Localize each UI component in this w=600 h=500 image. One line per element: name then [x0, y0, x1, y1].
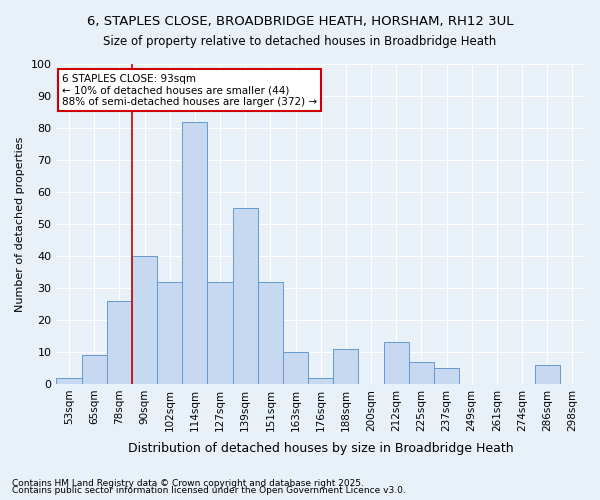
Y-axis label: Number of detached properties: Number of detached properties [15, 136, 25, 312]
Bar [82, 355, 107, 384]
Bar [434, 368, 459, 384]
Bar [535, 364, 560, 384]
Bar [157, 282, 182, 384]
Text: Contains HM Land Registry data © Crown copyright and database right 2025.: Contains HM Land Registry data © Crown c… [12, 478, 364, 488]
Text: Size of property relative to detached houses in Broadbridge Heath: Size of property relative to detached ho… [103, 35, 497, 48]
Bar [233, 208, 258, 384]
Bar [283, 352, 308, 384]
Text: 6 STAPLES CLOSE: 93sqm
← 10% of detached houses are smaller (44)
88% of semi-det: 6 STAPLES CLOSE: 93sqm ← 10% of detached… [62, 74, 317, 107]
Bar [56, 378, 82, 384]
X-axis label: Distribution of detached houses by size in Broadbridge Heath: Distribution of detached houses by size … [128, 442, 514, 455]
Bar [132, 256, 157, 384]
Bar [333, 348, 358, 384]
Bar [208, 282, 233, 384]
Bar [107, 300, 132, 384]
Text: 6, STAPLES CLOSE, BROADBRIDGE HEATH, HORSHAM, RH12 3UL: 6, STAPLES CLOSE, BROADBRIDGE HEATH, HOR… [87, 15, 513, 28]
Bar [383, 342, 409, 384]
Text: Contains public sector information licensed under the Open Government Licence v3: Contains public sector information licen… [12, 486, 406, 495]
Bar [409, 362, 434, 384]
Bar [308, 378, 333, 384]
Bar [258, 282, 283, 384]
Bar [182, 122, 208, 384]
